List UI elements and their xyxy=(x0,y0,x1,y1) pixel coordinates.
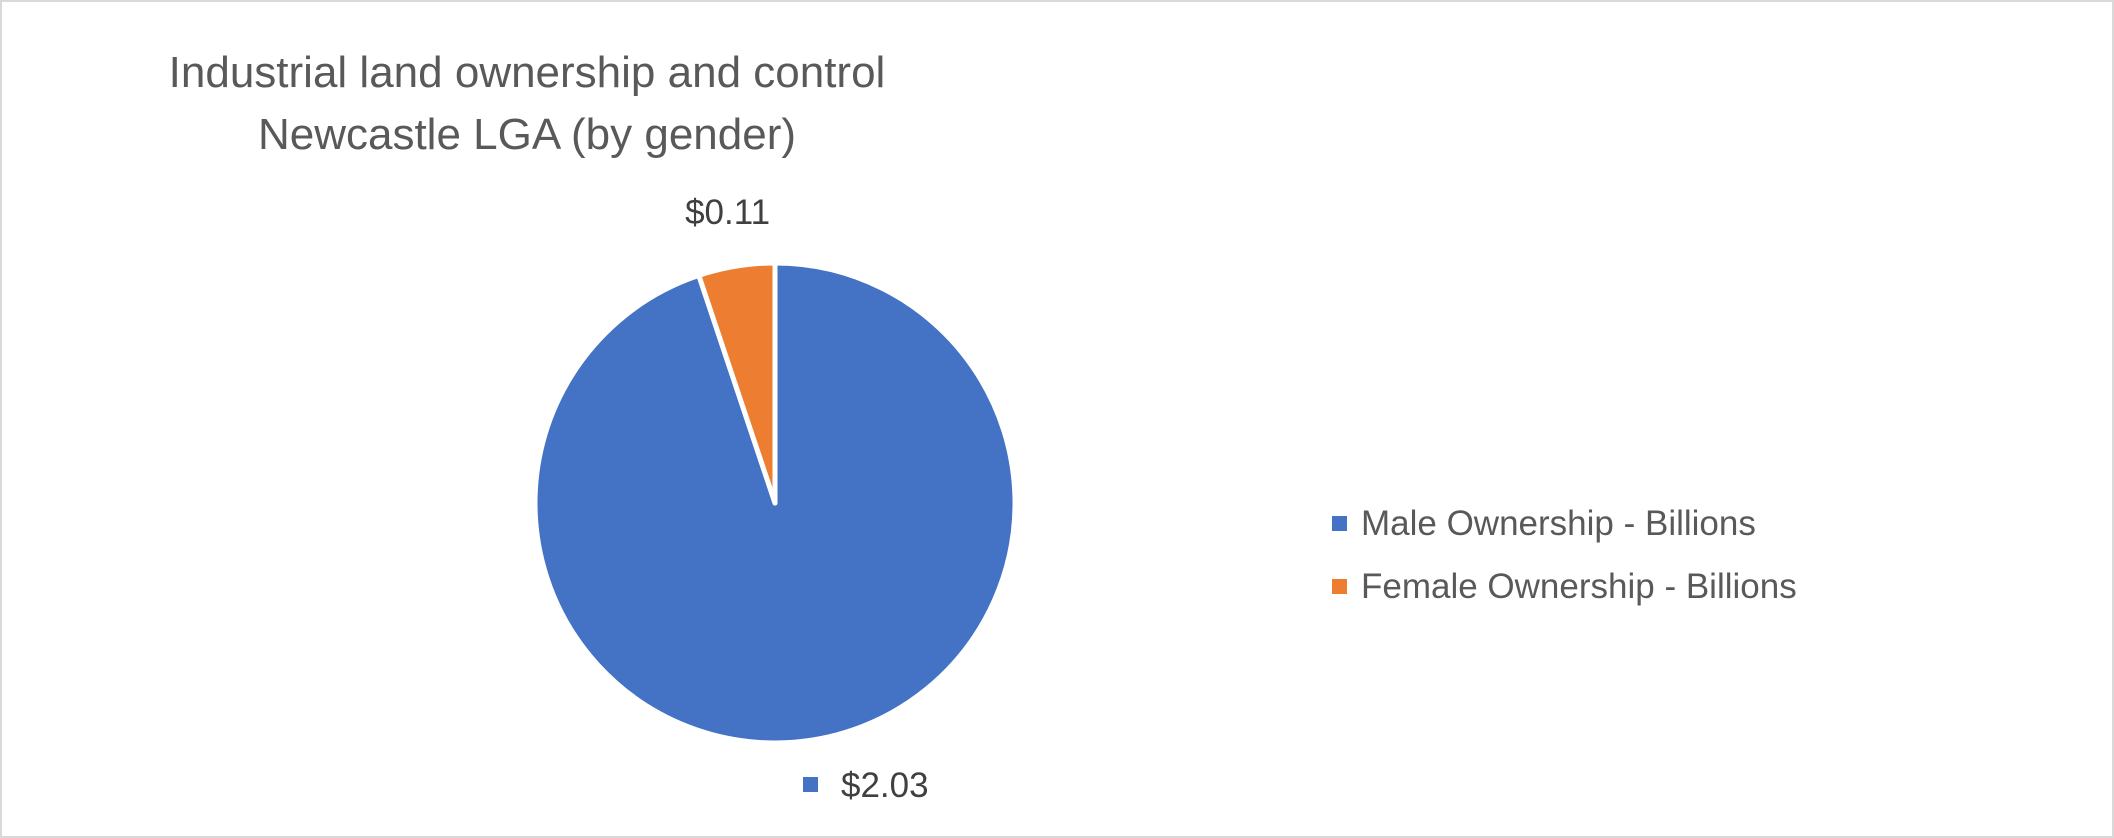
pie-slice-female xyxy=(696,260,778,506)
legend-item-female: Female Ownership - Billions xyxy=(1332,555,1797,618)
data-label-key-male xyxy=(803,777,818,792)
chart-title-line-1: Industrial land ownership and control xyxy=(168,48,886,97)
data-label-female: $0.11 xyxy=(685,193,770,232)
chart-legend: Male Ownership - Billions Female Ownersh… xyxy=(1332,492,1797,618)
chart-title: Industrial land ownership and control Ne… xyxy=(62,42,992,166)
pie-slice-male xyxy=(532,260,1018,746)
legend-swatch-male xyxy=(1332,516,1347,531)
legend-swatch-female xyxy=(1332,579,1347,594)
chart-title-line-2: Newcastle LGA (by gender) xyxy=(257,110,797,159)
legend-item-male: Male Ownership - Billions xyxy=(1332,492,1797,555)
legend-label-female: Female Ownership - Billions xyxy=(1361,566,1797,606)
legend-label-male: Male Ownership - Billions xyxy=(1361,503,1756,543)
data-label-male: $2.03 xyxy=(841,766,929,805)
